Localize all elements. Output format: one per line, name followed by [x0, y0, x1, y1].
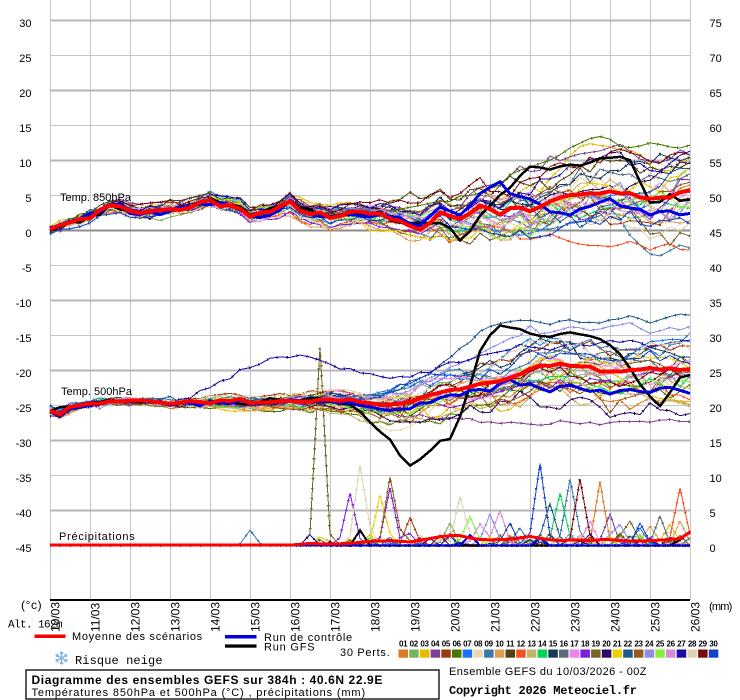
svg-text:-5: -5: [22, 263, 32, 275]
svg-text:Run GFS: Run GFS: [264, 642, 315, 654]
svg-text:30 Perts.: 30 Perts.: [340, 647, 390, 659]
svg-text:15: 15: [549, 640, 558, 649]
svg-text:Temp. 850hPa: Temp. 850hPa: [60, 192, 132, 204]
svg-text:Alt. 162m: Alt. 162m: [8, 620, 63, 632]
svg-text:21/03: 21/03: [489, 602, 503, 632]
svg-text:5: 5: [710, 508, 716, 520]
svg-text:60: 60: [710, 123, 722, 135]
svg-text:10: 10: [19, 158, 31, 170]
svg-text:Temp. 500hPa: Temp. 500hPa: [61, 386, 133, 398]
svg-text:-15: -15: [16, 333, 32, 345]
svg-text:02: 02: [410, 640, 419, 649]
svg-text:18/03: 18/03: [369, 602, 383, 632]
svg-text:01: 01: [399, 640, 408, 649]
svg-text:75: 75: [710, 18, 722, 30]
svg-text:Ensemble GEFS du 10/03/2026 -: Ensemble GEFS du 10/03/2026 - 00Z: [449, 666, 647, 678]
svg-text:11: 11: [506, 640, 515, 649]
svg-text:17: 17: [570, 640, 579, 649]
svg-text:12/03: 12/03: [129, 602, 143, 632]
svg-text:-25: -25: [16, 403, 32, 415]
svg-text:-20: -20: [16, 368, 32, 380]
svg-text:10: 10: [495, 640, 504, 649]
svg-text:07: 07: [463, 640, 472, 649]
svg-text:15: 15: [19, 123, 31, 135]
svg-text:-45: -45: [16, 543, 32, 555]
svg-text:70: 70: [710, 53, 722, 65]
svg-text:45: 45: [710, 228, 722, 240]
svg-text:20: 20: [710, 403, 722, 415]
svg-text:06: 06: [452, 640, 461, 649]
svg-text:17/03: 17/03: [329, 602, 343, 632]
svg-text:24: 24: [645, 640, 654, 649]
svg-text:Précipitations: Précipitations: [59, 531, 136, 543]
svg-text:-35: -35: [16, 473, 32, 485]
svg-text:22: 22: [624, 640, 633, 649]
svg-text:65: 65: [710, 88, 722, 100]
svg-text:05: 05: [442, 640, 451, 649]
svg-text:19/03: 19/03: [409, 602, 423, 632]
svg-text:20/03: 20/03: [449, 602, 463, 632]
svg-text:20: 20: [19, 88, 31, 100]
svg-text:12: 12: [517, 640, 526, 649]
svg-text:24/03: 24/03: [609, 602, 623, 632]
svg-text:15: 15: [710, 438, 722, 450]
svg-text:28: 28: [688, 640, 697, 649]
svg-text:04: 04: [431, 640, 440, 649]
svg-text:40: 40: [710, 263, 722, 275]
svg-text:29: 29: [699, 640, 708, 649]
svg-text:23: 23: [634, 640, 643, 649]
svg-text:23/03: 23/03: [569, 602, 583, 632]
svg-text:14/03: 14/03: [209, 602, 223, 632]
svg-text:0: 0: [25, 228, 31, 240]
svg-text:15/03: 15/03: [249, 602, 263, 632]
svg-text:30: 30: [709, 640, 718, 649]
svg-text:16: 16: [559, 640, 568, 649]
svg-text:27: 27: [677, 640, 686, 649]
svg-text:19: 19: [592, 640, 601, 649]
svg-text:10: 10: [710, 473, 722, 485]
svg-text:26: 26: [666, 640, 675, 649]
svg-text:30: 30: [19, 18, 31, 30]
svg-text:0: 0: [710, 543, 716, 555]
svg-text:(mm): (mm): [709, 601, 732, 613]
svg-text:20: 20: [602, 640, 611, 649]
svg-text:13: 13: [527, 640, 536, 649]
svg-text:30: 30: [710, 333, 722, 345]
svg-text:Risque neige: Risque neige: [75, 654, 163, 668]
svg-text:11/03: 11/03: [89, 603, 103, 632]
svg-text:03: 03: [420, 640, 429, 649]
svg-text:16/03: 16/03: [289, 602, 303, 632]
svg-text:-30: -30: [16, 438, 32, 450]
svg-text:35: 35: [710, 298, 722, 310]
svg-text:10/03: 10/03: [49, 602, 63, 632]
svg-text:-10: -10: [16, 298, 32, 310]
svg-text:21: 21: [613, 640, 622, 649]
svg-text:22/03: 22/03: [529, 602, 543, 632]
svg-text:Copyright 2026 Meteociel.fr: Copyright 2026 Meteociel.fr: [449, 684, 637, 698]
svg-text:13/03: 13/03: [169, 602, 183, 632]
svg-text:50: 50: [710, 193, 722, 205]
svg-text:09: 09: [485, 640, 494, 649]
svg-text:25: 25: [19, 53, 31, 65]
svg-text:Moyenne des scénarios: Moyenne des scénarios: [72, 631, 203, 643]
svg-text:18: 18: [581, 640, 590, 649]
svg-text:26/03: 26/03: [689, 602, 703, 632]
svg-text:Températures 850hPa et 500hPa: Températures 850hPa et 500hPa (°C) , pré…: [32, 687, 366, 699]
svg-text:25: 25: [656, 640, 665, 649]
svg-text:55: 55: [710, 158, 722, 170]
svg-text:25/03: 25/03: [649, 602, 663, 632]
svg-text:14: 14: [538, 640, 547, 649]
svg-text:5: 5: [25, 193, 31, 205]
svg-text:Diagramme des ensembles GEFS s: Diagramme des ensembles GEFS sur 384h : …: [32, 673, 383, 687]
svg-text:(°c): (°c): [21, 598, 42, 612]
svg-text:Run de contrôle: Run de contrôle: [264, 632, 353, 644]
svg-text:25: 25: [710, 368, 722, 380]
svg-text:08: 08: [474, 640, 483, 649]
svg-text:-40: -40: [16, 508, 32, 520]
